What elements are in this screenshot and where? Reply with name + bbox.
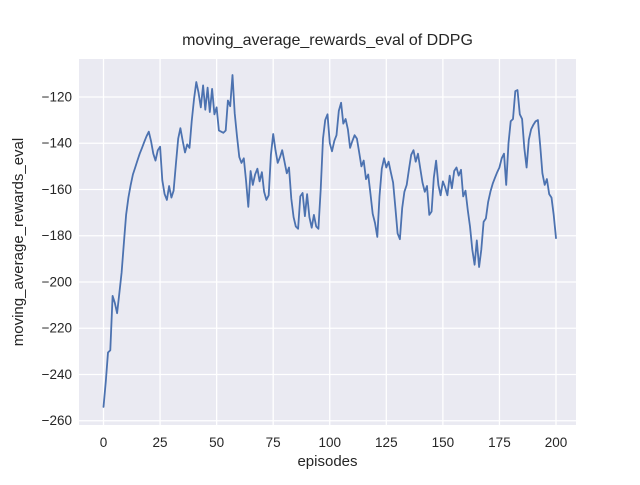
x-tick-label: 200 bbox=[545, 435, 568, 450]
gridlines bbox=[79, 59, 576, 425]
x-tick-labels: 0 25 50 75 100 125 150 175 200 bbox=[100, 435, 568, 450]
reward-line bbox=[102, 74, 557, 408]
y-tick-label: −240 bbox=[42, 367, 72, 382]
y-tick-labels: −120 −140 −160 −180 −200 −220 −240 −260 bbox=[42, 89, 72, 428]
y-tick-label: −260 bbox=[42, 413, 72, 428]
x-tick-label: 100 bbox=[318, 435, 341, 450]
x-axis-label: episodes bbox=[297, 453, 357, 470]
x-tick-label: 0 bbox=[100, 435, 108, 450]
x-tick-label: 175 bbox=[488, 435, 511, 450]
y-tick-label: −200 bbox=[42, 274, 72, 289]
x-tick-label: 25 bbox=[153, 435, 168, 450]
y-tick-label: −220 bbox=[42, 321, 72, 336]
y-tick-label: −120 bbox=[42, 89, 72, 104]
y-axis-label: moving_average_rewards_eval bbox=[10, 138, 27, 346]
y-tick-label: −140 bbox=[42, 136, 72, 151]
chart-title: moving_average_rewards_eval of DDPG bbox=[182, 32, 473, 49]
x-tick-label: 150 bbox=[432, 435, 455, 450]
x-tick-label: 50 bbox=[209, 435, 224, 450]
x-tick-label: 75 bbox=[266, 435, 281, 450]
x-tick-label: 125 bbox=[375, 435, 398, 450]
y-tick-label: −180 bbox=[42, 228, 72, 243]
y-tick-label: −160 bbox=[42, 182, 72, 197]
